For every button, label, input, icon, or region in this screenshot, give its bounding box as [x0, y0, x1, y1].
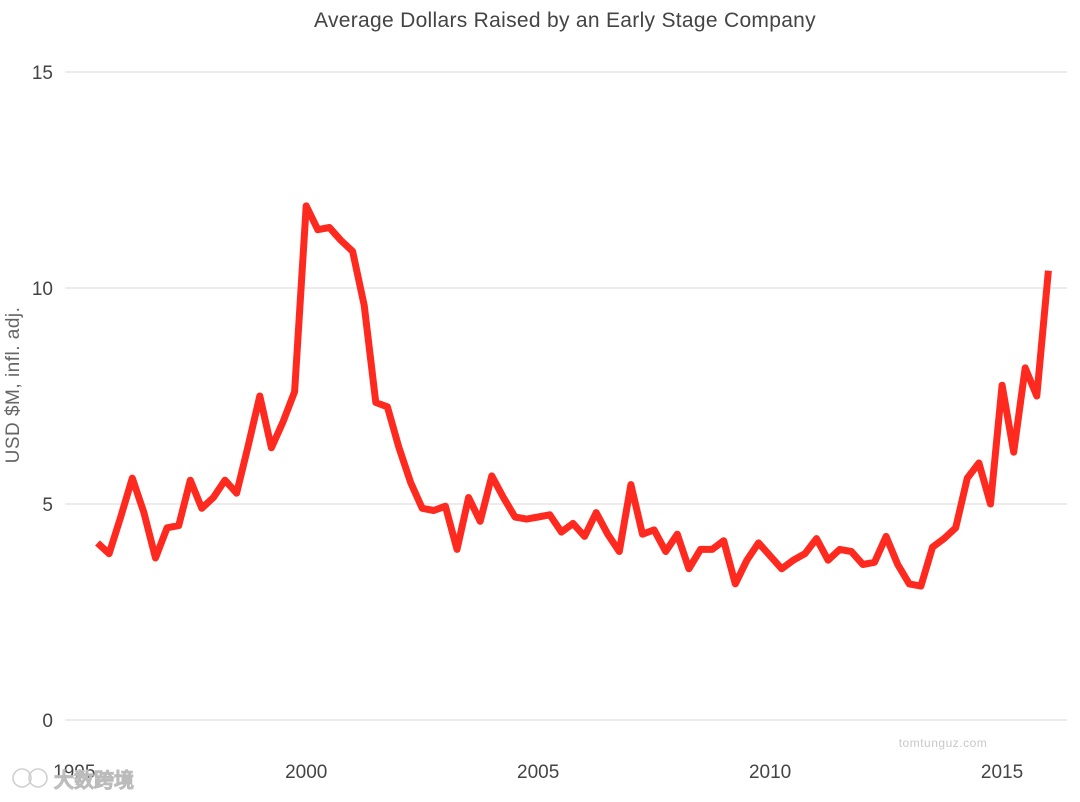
series-group [95, 202, 1052, 590]
source-credit: tomtunguz.com [899, 736, 988, 750]
watermark: 大数跨境 [12, 768, 134, 792]
watermark-logo-icon [12, 768, 48, 788]
series-line-0 [95, 202, 1052, 590]
y-axis-ticks: 0 5 10 15 [32, 63, 53, 732]
y-tick-label-15: 15 [32, 63, 53, 84]
chart-title: Average Dollars Raised by an Early Stage… [314, 9, 816, 32]
y-axis-label: USD $M, infl. adj. [3, 307, 24, 464]
x-tick-label-1995: 1995 [53, 762, 95, 783]
x-axis-ticks: 1995 2000 2005 2010 2015 [53, 762, 1023, 783]
x-tick-label-2005: 2005 [517, 762, 559, 783]
y-tick-label-0: 0 [42, 711, 53, 732]
x-tick-label-2015: 2015 [981, 762, 1023, 783]
watermark-text: 大数跨境 [54, 768, 134, 792]
x-tick-label-2000: 2000 [285, 762, 327, 783]
y-tick-label-5: 5 [42, 495, 53, 516]
x-tick-label-2010: 2010 [749, 762, 791, 783]
y-tick-label-10: 10 [32, 279, 53, 300]
gridlines [65, 71, 1067, 721]
